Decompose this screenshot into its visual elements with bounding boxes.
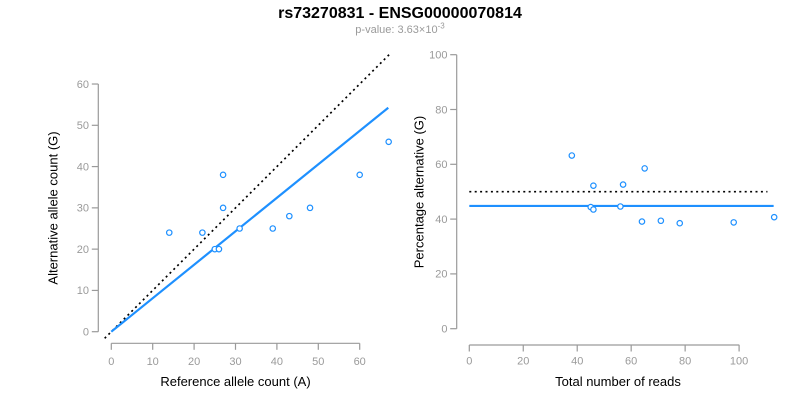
data-point	[385, 138, 392, 146]
y-tick-label: 40	[435, 214, 447, 226]
y-tick-label: 0	[441, 324, 447, 336]
y-tick-label: 0	[83, 327, 89, 339]
x-tick-label: 40	[571, 356, 583, 368]
x-axis-title: Total number of reads	[555, 374, 681, 389]
data-point	[676, 219, 684, 227]
data-point	[165, 229, 173, 236]
data-point	[770, 213, 778, 221]
subtitle-exponent: -3	[437, 21, 445, 31]
data-point	[590, 182, 597, 189]
plot-title: rs73270831 - ENSG00000070814	[278, 5, 522, 22]
y-tick-label: 20	[435, 269, 447, 281]
x-tick-label: 10	[147, 356, 159, 368]
x-tick-label: 80	[679, 356, 691, 368]
left-plot-allele-counts: 0 10 20 30 40 50 60 0 10 20 30 40 50 60 Reference alle…	[46, 53, 392, 389]
data-point	[641, 165, 648, 172]
data-point	[730, 219, 738, 226]
data-point	[568, 152, 576, 159]
y-tick-label: 60	[77, 79, 89, 91]
data-point	[306, 204, 314, 212]
data-point	[619, 181, 627, 188]
y-tick-label: 80	[435, 104, 447, 116]
data-point	[236, 225, 243, 232]
y-tick-label: 20	[77, 244, 89, 256]
y-tick-label: 100	[429, 50, 447, 62]
x-tick-label: 30	[229, 356, 241, 368]
x-tick-label: 0	[466, 356, 472, 368]
data-point	[199, 229, 206, 236]
y-axis-title: Percentage alternative (G)	[412, 116, 427, 268]
x-tick-label: 40	[271, 356, 283, 368]
data-point	[286, 212, 293, 220]
x-tick-label: 50	[312, 356, 324, 368]
data-point	[215, 245, 223, 253]
data-point	[590, 206, 597, 213]
data-point	[617, 203, 624, 210]
identity-reference-line	[104, 53, 391, 339]
y-tick-label: 60	[435, 159, 447, 171]
regression-line	[110, 106, 389, 333]
x-tick-label: 60	[625, 356, 637, 368]
plot-subtitle: p-value: 3.63×10-3	[0, 21, 800, 36]
data-point	[219, 204, 227, 212]
data-point	[657, 217, 665, 225]
data-point	[219, 171, 227, 179]
y-axis-title: Alternative allele count (G)	[46, 131, 61, 284]
x-axis-title: Reference allele count (A)	[160, 374, 310, 389]
y-tick-label: 10	[77, 285, 89, 297]
subtitle-base: p-value: 3.63×10	[355, 24, 438, 36]
data-point	[356, 171, 364, 179]
x-tick-label: 60	[354, 356, 366, 368]
x-tick-label: 20	[517, 356, 529, 368]
y-tick-label: 30	[77, 203, 89, 215]
x-tick-label: 0	[108, 356, 114, 368]
data-point	[638, 218, 646, 225]
y-tick-label: 50	[77, 120, 89, 132]
y-tick-label: 40	[77, 161, 89, 173]
data-point	[269, 225, 277, 232]
right-plot-percentage: 0 20 40 60 80 100 0 20 40 60 80 100 Total number of …	[412, 50, 778, 389]
x-tick-label: 100	[730, 356, 748, 368]
x-tick-label: 20	[188, 356, 200, 368]
